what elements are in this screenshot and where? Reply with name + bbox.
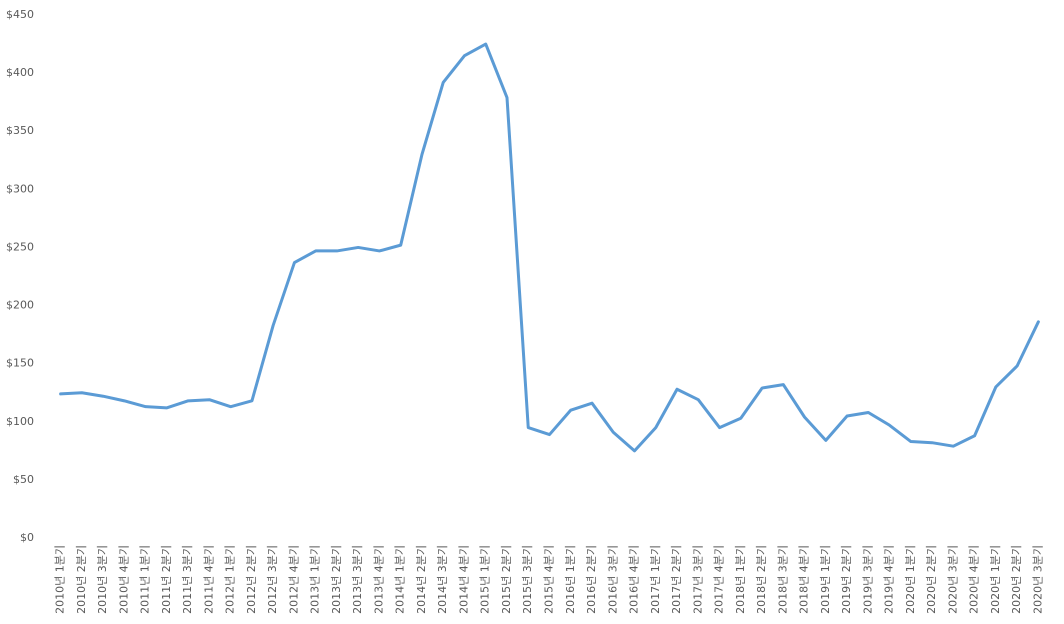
x-tick-label: 2012년 3분기 (266, 545, 279, 614)
x-tick-label: 2020년 2분기 (925, 545, 938, 614)
x-tick-label: 2014년 3분기 (436, 545, 449, 614)
x-tick-label: 2020년 3분기 (1031, 545, 1044, 614)
y-tick-label: $350 (6, 124, 34, 137)
x-tick-label: 2017년 2분기 (670, 545, 683, 614)
x-tick-label: 2011년 2분기 (160, 545, 173, 614)
x-tick-label: 2019년 4분기 (883, 545, 896, 614)
x-tick-label: 2010년 1분기 (54, 545, 67, 614)
x-tick-label: 2016년 3분기 (606, 545, 619, 614)
x-tick-label: 2013년 3분기 (351, 545, 364, 614)
y-tick-label: $50 (13, 473, 34, 486)
y-tick-label: $300 (6, 182, 34, 195)
x-tick-label: 2012년 4분기 (287, 545, 300, 614)
x-tick-label: 2018년 3분기 (776, 545, 789, 614)
x-tick-label: 2016년 1분기 (564, 545, 577, 614)
x-tick-label: 2017년 3분기 (691, 545, 704, 614)
x-tick-label: 2018년 4분기 (798, 545, 811, 614)
x-tick-label: 2010년 3분기 (96, 545, 109, 614)
x-tick-label: 2010년 4분기 (117, 545, 130, 614)
x-tick-label: 2015년 4분기 (543, 545, 556, 614)
x-tick-label: 2018년 1분기 (734, 545, 747, 614)
x-tick-label: 2011년 1분기 (139, 545, 152, 614)
x-tick-label: 2020년 1분기 (904, 545, 917, 614)
x-tick-label: 2019년 3분기 (861, 545, 874, 614)
x-tick-label: 2020년 1분기 (989, 545, 1002, 614)
x-tick-label: 2016년 4분기 (628, 545, 641, 614)
x-tick-label: 2012년 1분기 (224, 545, 237, 614)
y-tick-label: $400 (6, 66, 34, 79)
x-tick-label: 2020년 4분기 (968, 545, 981, 614)
x-tick-label: 2017년 1분기 (649, 545, 662, 614)
x-tick-label: 2015년 2분기 (500, 545, 513, 614)
x-tick-label: 2011년 3분기 (181, 545, 194, 614)
y-tick-label: $450 (6, 8, 34, 21)
x-tick-label: 2020년 2분기 (1010, 545, 1023, 614)
x-tick-label: 2019년 2분기 (840, 545, 853, 614)
x-tick-label: 2013년 1분기 (309, 545, 322, 614)
y-tick-label: $100 (6, 415, 34, 428)
x-tick-label: 2015년 1분기 (479, 545, 492, 614)
y-tick-label: $150 (6, 357, 34, 370)
x-tick-label: 2014년 1분기 (394, 545, 407, 614)
x-tick-label: 2017년 4분기 (713, 545, 726, 614)
x-tick-label: 2015년 3분기 (521, 545, 534, 614)
x-tick-label: 2010년 2분기 (75, 545, 88, 614)
y-tick-label: $200 (6, 299, 34, 312)
x-tick-label: 2011년 4분기 (202, 545, 215, 614)
x-tick-label: 2020년 3분기 (946, 545, 959, 614)
x-tick-label: 2018년 2분기 (755, 545, 768, 614)
x-tick-label: 2014년 2분기 (415, 545, 428, 614)
data-line (59, 42, 1040, 453)
x-tick-label: 2019년 1분기 (819, 545, 832, 614)
x-tick-label: 2016년 2분기 (585, 545, 598, 614)
y-tick-label: $250 (6, 240, 34, 253)
x-tick-label: 2014년 4분기 (457, 545, 470, 614)
y-tick-label: $0 (20, 531, 34, 544)
x-tick-label: 2013년 2분기 (330, 545, 343, 614)
x-tick-label: 2012년 2분기 (245, 545, 258, 614)
x-tick-label: 2013년 4분기 (372, 545, 385, 614)
